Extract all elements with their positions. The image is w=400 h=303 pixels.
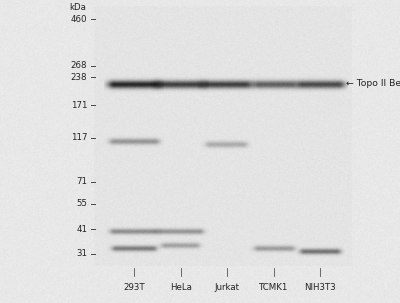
Text: Jurkat: Jurkat xyxy=(214,283,239,292)
Text: TCMK1: TCMK1 xyxy=(259,283,289,292)
Text: 238: 238 xyxy=(71,72,87,82)
Text: kDa: kDa xyxy=(69,3,86,12)
Text: 71: 71 xyxy=(76,178,87,187)
Text: 268: 268 xyxy=(71,62,87,71)
Text: 171: 171 xyxy=(71,101,87,109)
Text: 293T: 293T xyxy=(123,283,145,292)
Text: 117: 117 xyxy=(71,134,87,142)
Text: 31: 31 xyxy=(76,249,87,258)
Text: ← Topo II Beta: ← Topo II Beta xyxy=(346,79,400,88)
Text: 41: 41 xyxy=(76,225,87,234)
Text: kDa: kDa xyxy=(67,0,86,2)
Text: HeLa: HeLa xyxy=(170,283,192,292)
Text: 55: 55 xyxy=(76,199,87,208)
Text: NIH3T3: NIH3T3 xyxy=(304,283,336,292)
Text: 460: 460 xyxy=(71,15,87,24)
